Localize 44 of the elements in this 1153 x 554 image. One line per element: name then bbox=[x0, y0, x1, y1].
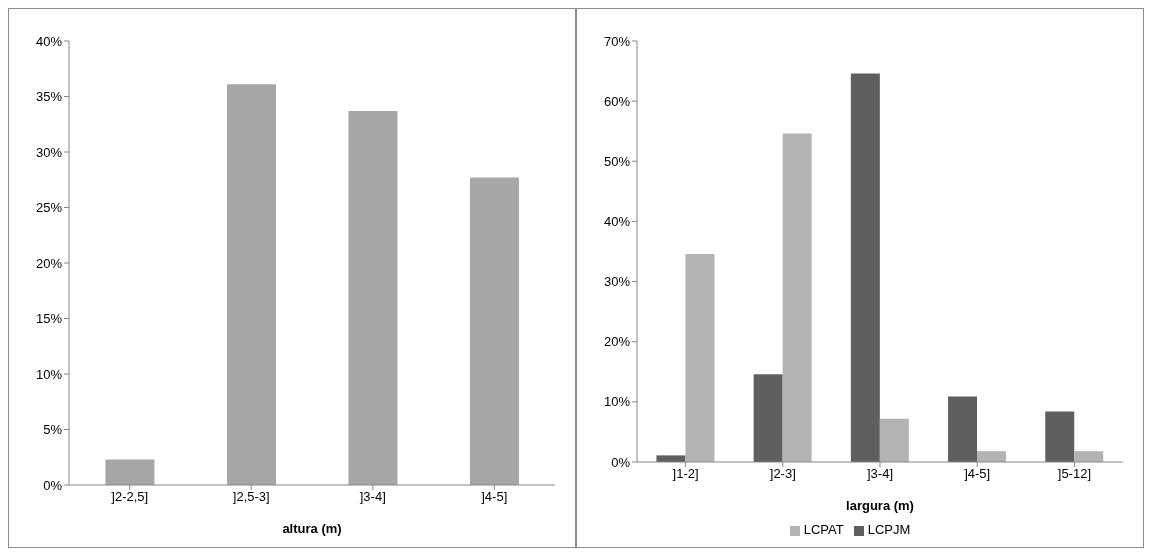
y-tick-label: 30% bbox=[603, 274, 631, 290]
bar bbox=[879, 418, 909, 462]
bar bbox=[977, 451, 1007, 462]
x-tick-label: ]5-12] bbox=[1057, 466, 1092, 482]
legend-label: LCPAT bbox=[803, 522, 844, 537]
y-tick-label: 60% bbox=[603, 93, 631, 109]
y-tick-label: 0% bbox=[43, 477, 63, 493]
y-tick-label: 15% bbox=[35, 311, 63, 327]
bar bbox=[782, 133, 812, 462]
y-tick-label: 40% bbox=[35, 33, 63, 49]
bar bbox=[656, 455, 686, 462]
x-tick-label: ]2,5-3] bbox=[232, 489, 270, 505]
x-tick-label: ]4-5] bbox=[481, 489, 508, 505]
bar bbox=[685, 253, 715, 462]
x-axis-title: largura (m) bbox=[846, 498, 914, 513]
x-tick-label: ]4-5] bbox=[964, 466, 991, 482]
y-tick-label: 20% bbox=[35, 255, 63, 271]
y-tick-label: 50% bbox=[603, 153, 631, 169]
y-tick-label: 40% bbox=[603, 214, 631, 230]
y-tick-label: 25% bbox=[35, 200, 63, 216]
bar bbox=[469, 177, 519, 485]
x-tick-label: ]3-4] bbox=[359, 489, 386, 505]
bar bbox=[948, 396, 978, 462]
y-tick-label: 70% bbox=[603, 33, 631, 49]
bar bbox=[1045, 411, 1075, 462]
y-tick-label: 10% bbox=[603, 394, 631, 410]
y-tick-label: 30% bbox=[35, 144, 63, 160]
y-tick-label: 5% bbox=[43, 422, 63, 438]
x-tick-label: ]1-2] bbox=[672, 466, 699, 482]
y-tick-label: 10% bbox=[35, 366, 63, 382]
bar bbox=[850, 73, 880, 462]
x-tick-label: ]2-3] bbox=[769, 466, 796, 482]
y-tick-label: 0% bbox=[611, 454, 631, 470]
x-tick-label: ]3-4] bbox=[866, 466, 894, 482]
y-tick-label: 20% bbox=[603, 334, 631, 350]
x-axis-title: altura (m) bbox=[282, 521, 342, 536]
x-tick-label: ]2-2,5] bbox=[111, 489, 149, 505]
bar bbox=[1074, 451, 1104, 462]
legend-label: LCPJM bbox=[867, 522, 911, 537]
bar bbox=[226, 84, 276, 485]
y-tick-label: 35% bbox=[35, 89, 63, 105]
bar bbox=[753, 374, 783, 462]
bar bbox=[105, 459, 155, 485]
bar bbox=[348, 110, 398, 485]
